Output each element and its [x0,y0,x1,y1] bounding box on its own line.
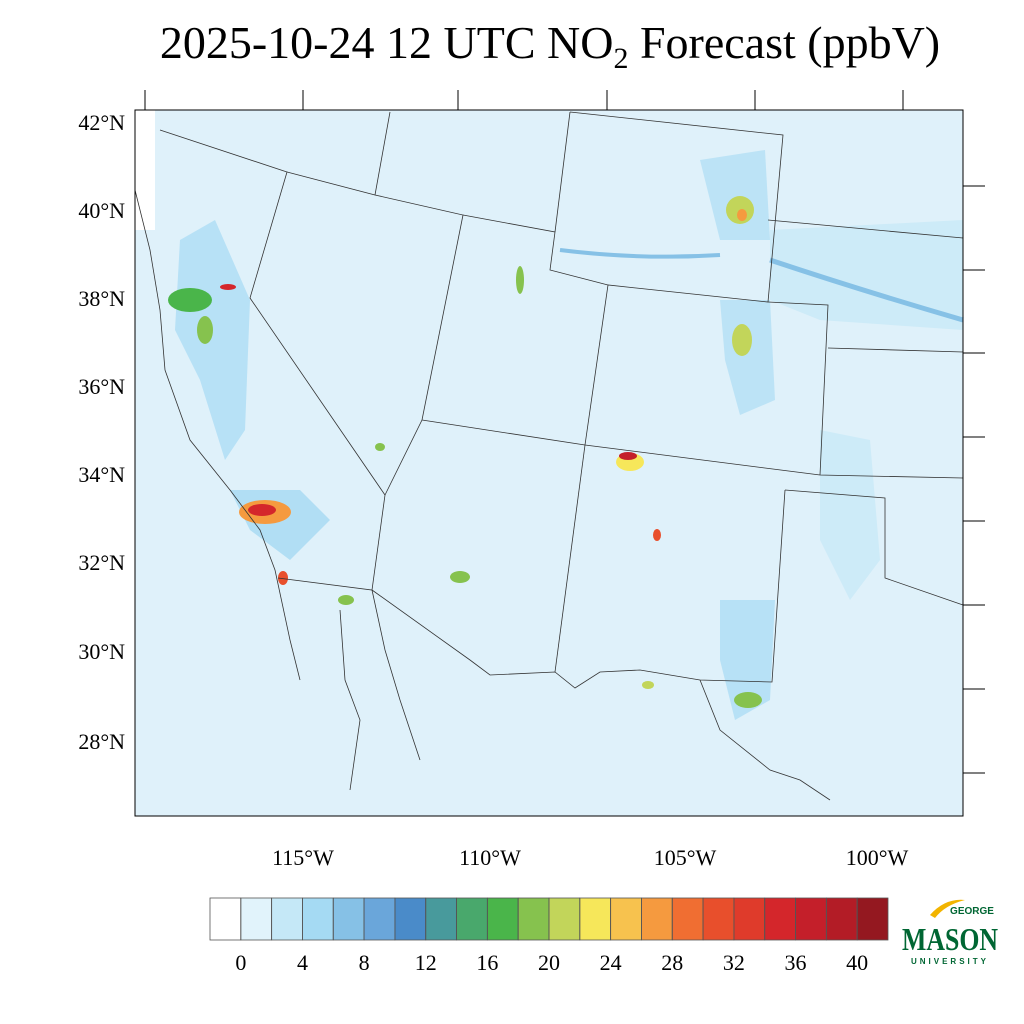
hotspot [168,288,212,312]
colorbar-tick-label: 4 [297,950,308,975]
title-main: 2025-10-24 12 UTC NO [160,17,614,68]
lon-label: 105°W [654,845,717,870]
colorbar-box [394,897,427,941]
lat-label: 38°N [78,286,125,311]
colorbar-box [671,897,704,941]
colorbar-tick-label: 16 [476,950,498,975]
plume [720,300,775,415]
colorbar-box [240,897,273,941]
colorbar-box [425,897,457,941]
colorbar-tick-label: 40 [846,950,868,975]
lat-label: 28°N [78,729,125,754]
colorbar-tick-label: 12 [415,950,437,975]
hotspot [278,571,288,585]
map [134,90,985,817]
lat-label: 32°N [78,550,125,575]
logo: GEORGE MASON UNIVERSITY [902,899,998,966]
hotspot [734,692,762,708]
colorbar-tick-label: 28 [661,950,683,975]
colorbar-box [332,897,365,941]
colorbar-tick-label: 32 [723,950,745,975]
colorbar-tick-label: 24 [600,950,622,975]
title: 2025-10-24 12 UTC NO2 Forecast (ppbV) [160,17,940,75]
lat-label: 30°N [78,639,125,664]
colorbar-box [486,897,519,941]
logo-main: MASON [902,921,998,957]
lon-label: 115°W [272,845,334,870]
colorbar-box [856,897,889,941]
colorbar-tick-label: 8 [359,950,370,975]
logo-mark [930,899,965,918]
plume [770,220,963,330]
map-frame [134,109,964,817]
plume [820,430,880,600]
hotspot [619,452,637,460]
hotspot [653,529,661,541]
hotspot [516,266,524,294]
lat-label: 36°N [78,374,125,399]
colorbar-box [456,897,488,941]
plume [720,600,775,720]
logo-top: GEORGE [950,906,994,917]
hotspot [220,284,236,290]
hotspot [450,571,470,583]
colorbar-box [610,897,642,941]
title-rest: Forecast (ppbV) [628,17,940,68]
lat-label: 34°N [78,462,125,487]
map-blank [135,110,155,230]
plume [769,257,964,323]
colorbar-box [517,897,550,941]
title-subscript: 2 [613,42,628,75]
hotspot [642,681,654,689]
colorbar-box [302,897,334,941]
hotspot [732,324,752,356]
colorbar-box [548,897,581,941]
colorbar-box [795,897,827,941]
lon-label: 110°W [459,845,521,870]
colorbar-tick-label: 36 [785,950,807,975]
lon-label: 100°W [846,845,909,870]
colorbar-box [209,897,242,941]
hotspot [375,443,385,451]
plume [700,150,770,240]
colorbar-tick-label: 0 [235,950,246,975]
boundaries [134,111,964,801]
colorbar-box [579,897,612,941]
plume [175,220,250,460]
hotspot [737,209,747,221]
colorbar-tick-label: 20 [538,950,560,975]
logo-bottom: UNIVERSITY [911,957,989,966]
colorbar-box [702,897,735,941]
colorbar-box [363,897,396,941]
colorbar-box [641,897,673,941]
lat-label: 40°N [78,198,125,223]
colorbar-box [271,897,303,941]
colorbar-box [825,897,858,941]
hotspot [197,316,213,344]
colorbar: 0 4 8 12 16 20 24 28 32 36 40 [209,897,889,975]
hotspot [338,595,354,605]
lat-label: 42°N [78,110,125,135]
axis-labels: 42°N 40°N 38°N 36°N 34°N 32°N 30°N 28°N 115°W 110… [78,110,908,870]
colorbar-box [733,897,766,941]
frame-ticks [144,90,985,774]
hotspot [248,504,276,516]
plume [559,248,721,259]
colorbar-box [764,897,796,941]
